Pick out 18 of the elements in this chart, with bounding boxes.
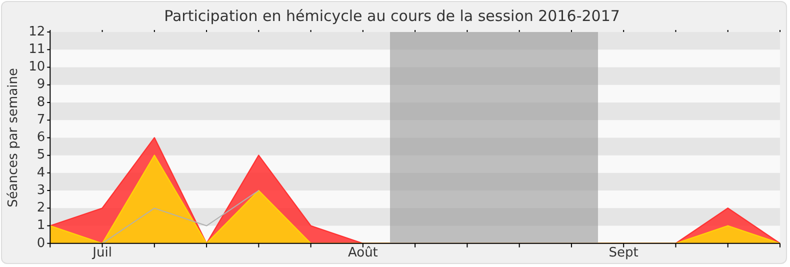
y-tick-label: 7 bbox=[36, 112, 46, 128]
x-tick-label: Août bbox=[348, 246, 378, 261]
y-tick-label: 4 bbox=[36, 165, 46, 180]
x-tick-label: Juil bbox=[92, 246, 112, 261]
y-axis-title: Séances par semaine bbox=[6, 68, 22, 208]
y-tick-label: 5 bbox=[36, 148, 46, 163]
y-tick-label: 6 bbox=[36, 130, 46, 146]
y-tick-label: 12 bbox=[28, 24, 46, 40]
y-tick-label: 10 bbox=[28, 60, 46, 75]
y-tick-label: 9 bbox=[36, 77, 46, 92]
y-tick-label: 0 bbox=[36, 236, 46, 251]
x-tick-label: Sept bbox=[608, 246, 638, 261]
y-tick-label: 3 bbox=[36, 182, 46, 198]
chart-title: Participation en hémicycle au cours de la session 2016-2017 bbox=[164, 6, 620, 25]
y-tick-label: 1 bbox=[36, 218, 46, 234]
y-tick-label: 2 bbox=[36, 200, 46, 216]
y-tick-label: 8 bbox=[36, 94, 46, 110]
y-tick-label: 11 bbox=[28, 42, 46, 57]
